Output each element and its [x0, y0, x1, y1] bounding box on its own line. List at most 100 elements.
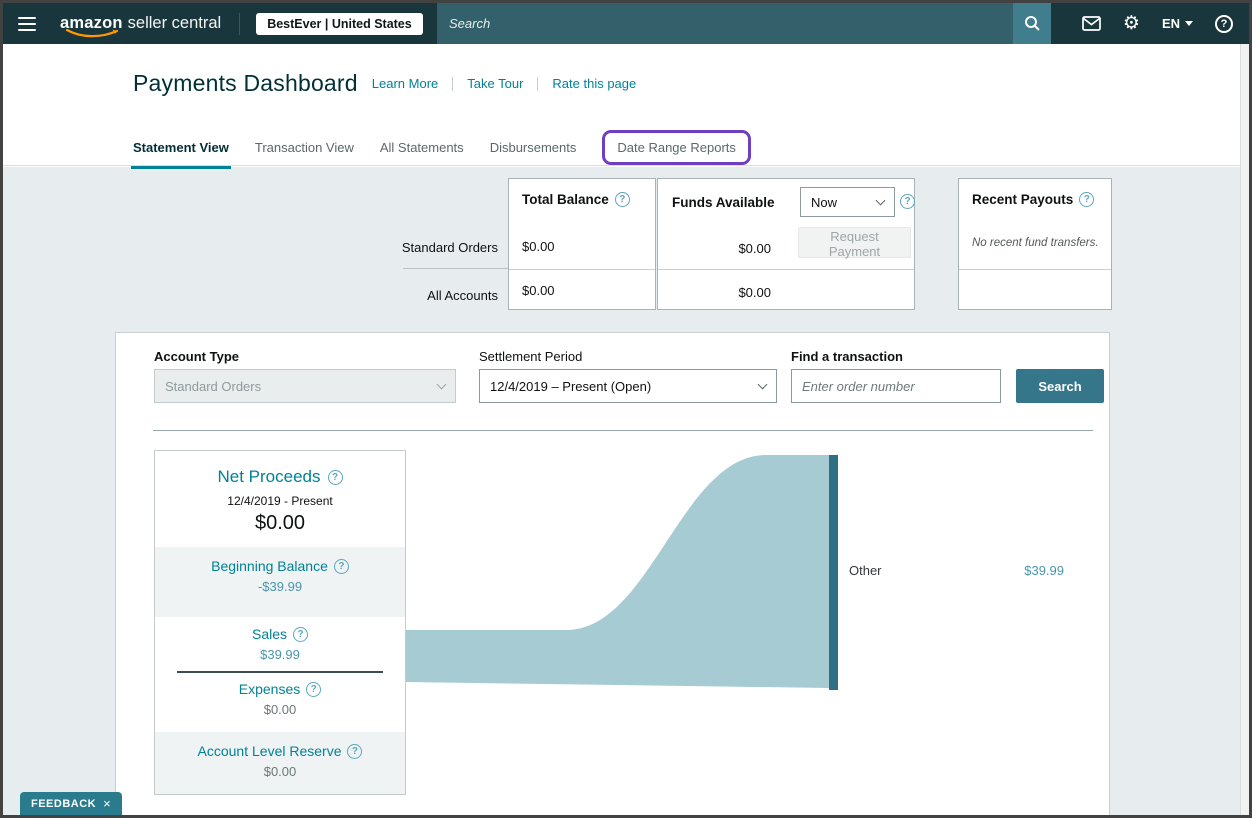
sankey-node-label: Other [849, 563, 882, 578]
funds-available-title: Funds Available [672, 195, 775, 210]
rate-this-page-link[interactable]: Rate this page [552, 76, 637, 91]
recent-payouts-title: Recent Payouts [972, 192, 1074, 207]
tab-statement-view[interactable]: Statement View [131, 140, 231, 169]
sales-label: Sales [251, 626, 288, 642]
sankey-flow-sales-to-other [406, 455, 829, 688]
link-divider [537, 76, 539, 91]
sankey-node-value: $39.99 [1024, 563, 1064, 578]
learn-more-link[interactable]: Learn More [371, 76, 439, 91]
link-divider [452, 76, 454, 91]
chevron-down-icon [1185, 21, 1193, 26]
net-proceeds-help-icon[interactable] [327, 469, 343, 485]
tab-transaction-view[interactable]: Transaction View [254, 140, 354, 155]
hamburger-menu-icon[interactable] [18, 16, 36, 31]
beginning-balance-label: Beginning Balance [211, 558, 328, 574]
sales-label-row: Sales [155, 617, 405, 642]
order-number-input[interactable] [791, 369, 1001, 403]
funds-available-period-value: Now [811, 194, 838, 210]
funds-available-period-select[interactable]: Now [800, 187, 895, 217]
magnifier-icon [1024, 16, 1040, 31]
chevron-down-icon [875, 195, 886, 205]
seller-central-logo-text: seller central [127, 14, 222, 32]
sales-help-icon[interactable] [293, 626, 309, 642]
settings-gear-icon[interactable] [1123, 14, 1140, 33]
recent-payouts-title-row: Recent Payouts [972, 192, 1095, 207]
tab-disbursements[interactable]: Disbursements [489, 140, 577, 155]
sankey-node-other [829, 455, 838, 690]
recent-payouts-empty-message: No recent fund transfers. [972, 237, 1099, 249]
recent-payouts-card: Recent Payouts No recent fund transfers. [958, 178, 1112, 310]
title-row: Payments Dashboard Learn More Take Tour … [133, 70, 636, 97]
amazon-logo-text: amazon [60, 14, 123, 32]
summary-row-label-all-accounts: All Accounts [427, 288, 498, 303]
topbar-divider [239, 12, 241, 35]
net-proceeds-sankey-chart [406, 455, 838, 690]
subtotal-divider [177, 671, 383, 673]
account-level-reserve-label-row: Account Level Reserve [155, 732, 405, 759]
account-type-label: Account Type [154, 349, 239, 364]
language-code: EN [1161, 16, 1180, 31]
sales-value: $39.99 [260, 647, 300, 662]
tab-date-range-reports[interactable]: Date Range Reports [617, 140, 736, 155]
top-navigation-bar: amazon seller central BestEver | United … [3, 3, 1249, 44]
expenses-help-icon[interactable] [306, 681, 322, 697]
expenses-label: Expenses [238, 681, 301, 697]
chevron-down-icon [757, 379, 768, 389]
global-search-input[interactable] [437, 3, 1013, 44]
expenses-value: $0.00 [263, 702, 297, 717]
net-proceeds-title: Net Proceeds [217, 467, 321, 486]
take-tour-link[interactable]: Take Tour [467, 76, 524, 91]
account-level-reserve-help-icon[interactable] [347, 743, 363, 759]
global-search [437, 3, 1051, 44]
account-marketplace-switcher[interactable]: BestEver | United States [256, 12, 423, 35]
statement-panel: Account Type Standard Orders Settlement … [115, 332, 1110, 815]
net-proceeds-header: Net Proceeds 12/4/2019 - Present $0.00 [155, 451, 405, 547]
beginning-balance-value: -$39.99 [257, 579, 303, 594]
net-proceeds-total: $0.00 [254, 512, 306, 534]
account-type-value: Standard Orders [165, 378, 262, 394]
amazon-seller-central-logo[interactable]: amazon seller central [60, 14, 222, 38]
expenses-label-row: Expenses [155, 673, 405, 697]
purple-highlight-annotation: Date Range Reports [602, 130, 751, 165]
feedback-button[interactable]: FEEDBACK × [20, 792, 123, 815]
global-search-button[interactable] [1013, 3, 1051, 44]
help-button[interactable]: ? [1215, 14, 1233, 33]
vertical-scrollbar[interactable] [1240, 44, 1249, 815]
funds-available-standard-orders-value: $0.00 [738, 241, 771, 256]
funds-available-all-accounts-value: $0.00 [738, 285, 771, 300]
messages-button[interactable] [1082, 16, 1101, 31]
funds-available-title-row: Funds Available [672, 195, 775, 210]
chevron-down-icon [436, 379, 447, 389]
account-level-reserve-label: Account Level Reserve [197, 743, 342, 759]
net-proceeds-card: Net Proceeds 12/4/2019 - Present $0.00 B… [154, 450, 406, 795]
account-type-select: Standard Orders [154, 369, 456, 403]
tab-all-statements[interactable]: All Statements [379, 140, 464, 155]
envelope-icon [1082, 16, 1101, 31]
funds-available-help-icon[interactable] [900, 194, 915, 209]
feedback-close-icon[interactable]: × [103, 796, 112, 811]
request-payment-button: Request Payment [798, 227, 911, 259]
total-balance-card: Total Balance $0.00 $0.00 [508, 178, 656, 310]
tab-bar: Statement View Transaction View All Stat… [131, 130, 751, 169]
panel-divider [153, 430, 1093, 431]
settlement-period-value: 12/4/2019 – Present (Open) [490, 378, 652, 394]
net-proceeds-period: 12/4/2019 - Present [227, 494, 333, 508]
page-title: Payments Dashboard [133, 70, 358, 96]
settlement-period-select[interactable]: 12/4/2019 – Present (Open) [479, 369, 777, 403]
card-divider [658, 269, 914, 270]
total-balance-help-icon[interactable] [614, 192, 630, 207]
language-selector[interactable]: EN [1162, 16, 1193, 31]
page-content: Standard Orders All Accounts Total Balan… [3, 167, 1249, 815]
transaction-search-button[interactable]: Search [1016, 369, 1104, 403]
total-balance-all-accounts-value: $0.00 [522, 283, 555, 298]
summary-row-label-standard-orders: Standard Orders [401, 240, 498, 255]
total-balance-title-row: Total Balance [522, 192, 630, 207]
find-transaction-label: Find a transaction [791, 349, 903, 364]
card-divider [509, 269, 655, 270]
beginning-balance-help-icon[interactable] [333, 558, 349, 574]
page-header: Payments Dashboard Learn More Take Tour … [3, 44, 1249, 169]
account-level-reserve-value: $0.00 [263, 764, 297, 779]
summary-row-divider [403, 268, 508, 269]
recent-payouts-help-icon[interactable] [1079, 192, 1095, 207]
